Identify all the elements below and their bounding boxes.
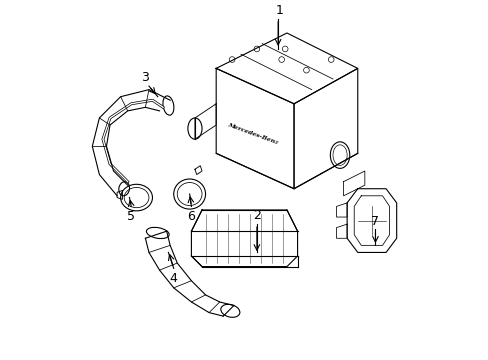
Text: 7: 7 (371, 215, 379, 228)
Text: 5: 5 (127, 210, 135, 223)
Text: 6: 6 (187, 210, 195, 223)
Text: 4: 4 (169, 272, 177, 285)
Text: 2: 2 (252, 210, 260, 222)
Text: 1: 1 (275, 4, 283, 17)
Text: Mercedes-Benz: Mercedes-Benz (227, 122, 279, 145)
Text: 3: 3 (141, 71, 149, 84)
